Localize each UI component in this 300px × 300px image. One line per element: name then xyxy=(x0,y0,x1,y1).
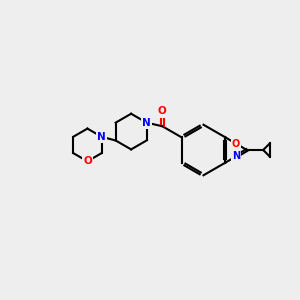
Text: N: N xyxy=(97,132,106,142)
Text: N: N xyxy=(232,151,240,161)
Text: O: O xyxy=(83,156,92,166)
Text: O: O xyxy=(232,139,240,149)
Text: O: O xyxy=(158,106,167,116)
Text: N: N xyxy=(142,118,151,128)
